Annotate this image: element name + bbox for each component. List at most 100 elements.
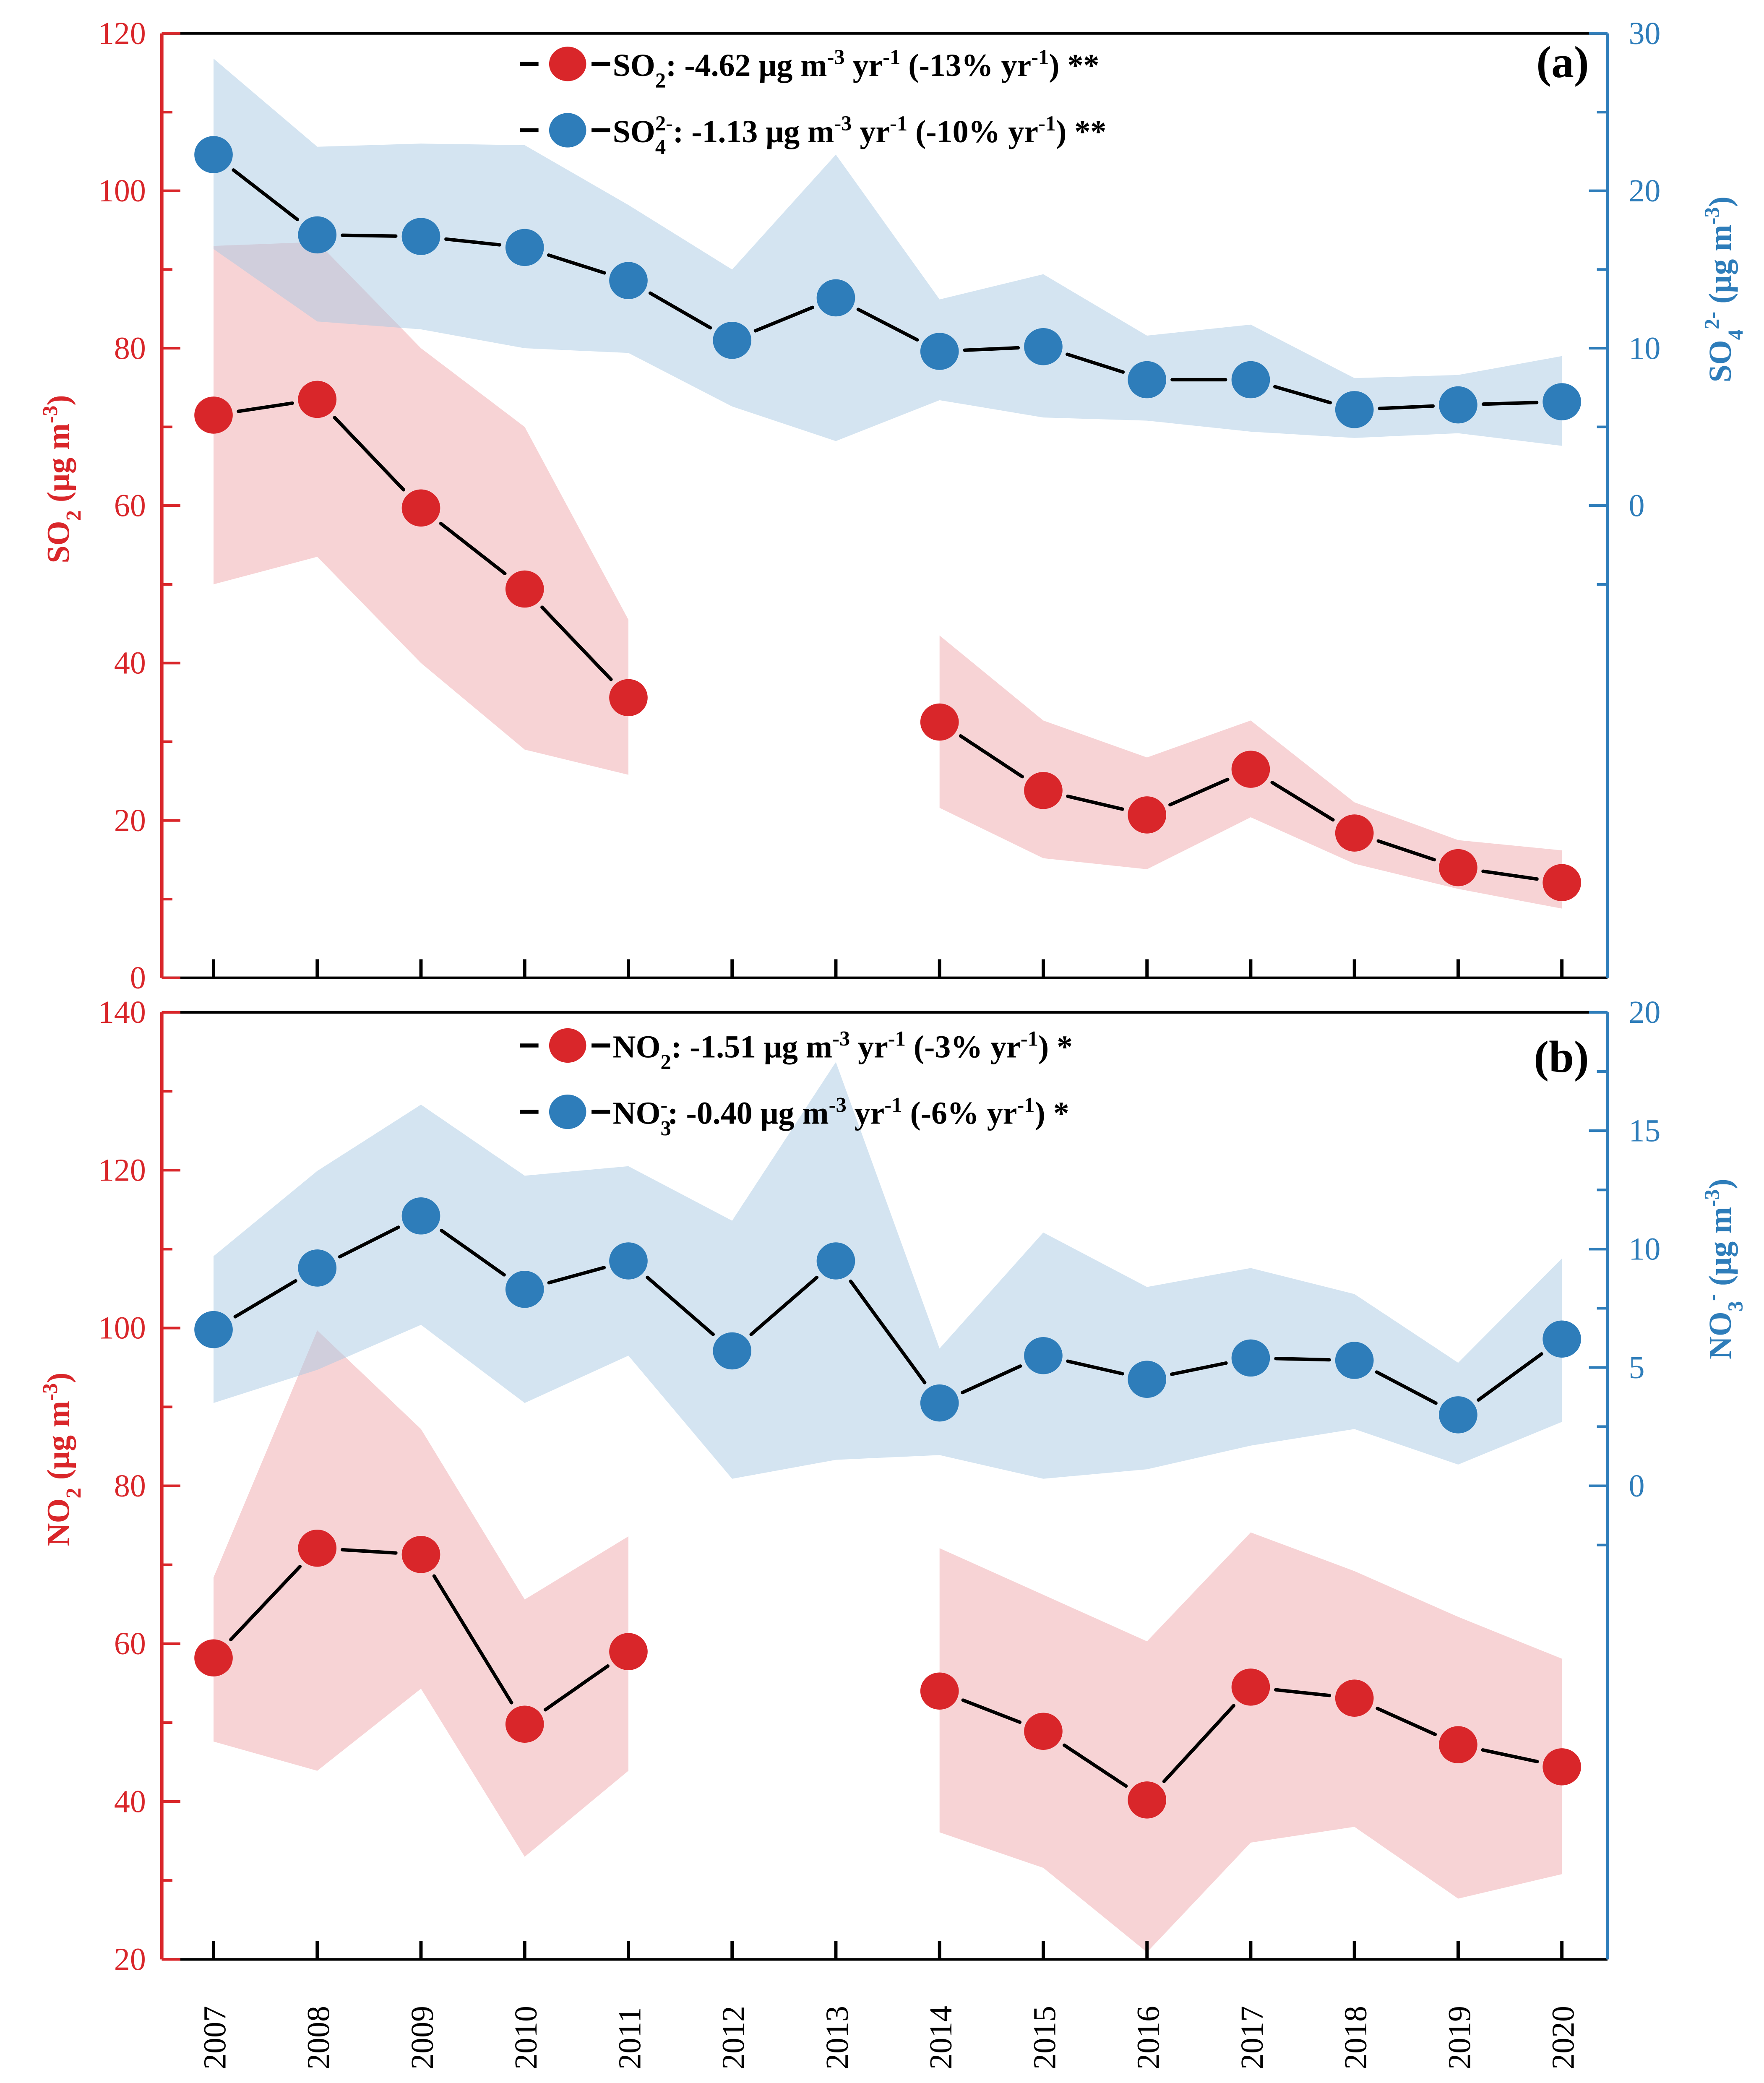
no2-point [609,1633,648,1670]
series-line-segment [547,253,606,275]
series-line-segment [1274,1357,1331,1362]
so2-point [609,679,648,717]
so2-point [920,703,959,741]
series-line-segment [961,1698,1022,1724]
left-axis-tick-label: 40 [114,1784,146,1819]
no3---point [920,1384,959,1422]
right-axis-tick-label: 20 [1629,173,1661,209]
left-axis-tick-label: 100 [98,173,146,209]
series-line-segment [856,308,919,342]
no3---point [1335,1342,1374,1379]
left-axis-tick-label: 80 [114,331,146,366]
left-axis-tick-label: 80 [114,1468,146,1504]
so4-2--point [816,279,855,317]
series-line-segment [439,521,507,576]
legend-marker-icon [549,113,586,148]
no3---point [609,1242,648,1280]
so4-2--point [505,229,544,266]
left-axis-tick-label: 60 [114,488,146,523]
legend-entry: NO3-: -0.40 μg m-3 yr-1 (-6% yr-1) * [613,1093,1069,1140]
series-line-segment [1062,1743,1128,1788]
series-line-segment [1481,1748,1539,1763]
no2-point [505,1705,544,1743]
so2-point [1128,796,1167,834]
right-axis-tick-label: 5 [1629,1350,1645,1385]
legend-entry: SO42-: -1.13 μg m-3 yr-1 (-10% yr-1) ** [613,112,1107,159]
no2-point [1231,1668,1270,1706]
left-axis-tick-label: 120 [98,1152,146,1188]
series-line-segment [648,291,712,330]
x-axis-tick-label: 2015 [1027,2006,1062,2070]
so4-2--point [920,333,959,370]
no2-point [1128,1781,1167,1819]
series-line-segment [961,1364,1022,1395]
right-axis-tick-label: 15 [1629,1113,1661,1148]
series-line-segment [1375,1370,1438,1405]
no3---point [401,1197,440,1235]
series-line-segment [753,305,814,333]
right-axis-tick-label: 20 [1629,995,1661,1030]
series-line-segment [1170,1361,1228,1376]
legend-marker-icon [549,1028,586,1063]
no3---point [1543,1320,1582,1358]
legend-entry: SO2: -4.62 μg m-3 yr-1 (-13% yr-1) ** [613,45,1100,92]
right-axis-tick-label: 10 [1629,331,1661,366]
x-axis-tick-label: 2014 [923,2006,959,2070]
no2-point [920,1672,959,1710]
so4-2--point [713,321,752,359]
so4-2--point [194,136,233,173]
so4-2--point [609,262,648,299]
x-axis-tick-label: 2019 [1442,2006,1477,2070]
x-axis-tick-label: 2013 [820,2006,855,2070]
no2-point [1439,1726,1477,1763]
no2-point [1024,1713,1063,1750]
left-axis-tick-label: 40 [114,646,146,681]
no2-point [1335,1679,1374,1717]
left-axis-tick-label: 0 [130,960,146,996]
left-axis-tick-label: 20 [114,803,146,838]
series-line-segment [1270,780,1335,822]
legend-marker-icon [549,1094,586,1129]
so2-point [401,489,440,527]
no2-point [1543,1748,1582,1786]
series-line-segment [444,237,502,247]
x-axis-tick-label: 2012 [716,2006,751,2070]
series-line-segment [1066,352,1125,374]
series-line-segment [232,168,299,222]
legend-marker-icon [549,47,586,81]
series-line-segment [1274,1688,1331,1697]
x-axis-tick-label: 2010 [508,2006,544,2070]
no3---point [298,1249,337,1287]
x-axis-tick-label: 2011 [612,2007,647,2070]
so4-2--range-band [214,58,1562,446]
x-axis-tick-label: 2018 [1338,2006,1373,2070]
left-axis-tick-label: 20 [114,1942,146,1977]
right-axis-tick-label: 10 [1629,1232,1661,1267]
series-line-segment [341,1548,398,1555]
left-axis-tick-label: 100 [98,1311,146,1346]
x-axis-tick-label: 2009 [405,2006,440,2070]
series-line-segment [333,416,406,492]
series-line-segment [849,1279,927,1384]
left-axis-title: SO2 (μg m-3) [38,395,85,563]
so4-2--point [1024,328,1063,365]
no2-point [401,1536,440,1573]
series-line-segment [540,605,613,681]
x-axis-tick-label: 2016 [1131,2006,1166,2070]
left-axis-title: NO2 (μg m-3) [38,1373,85,1546]
no2-point [194,1639,233,1677]
no3---point [1231,1339,1270,1377]
series-line-segment [547,1266,606,1285]
right-axis-tick-label: 0 [1629,1468,1645,1504]
series-line-segment [440,1228,506,1277]
no3---point [713,1332,752,1370]
so2-point [1439,849,1477,886]
panel-b: 20 40 60 80 100 120 140 NO2 (μg m-3) 0 5 10 15 20 NO3… [38,995,1747,2070]
series-line-segment [1481,401,1539,406]
so4-2--point [1335,391,1374,428]
series-line-segment [432,1574,513,1705]
series-line-segment [1066,794,1124,811]
series-line-segment [233,1279,297,1319]
no2-range-band [939,1532,1562,1953]
